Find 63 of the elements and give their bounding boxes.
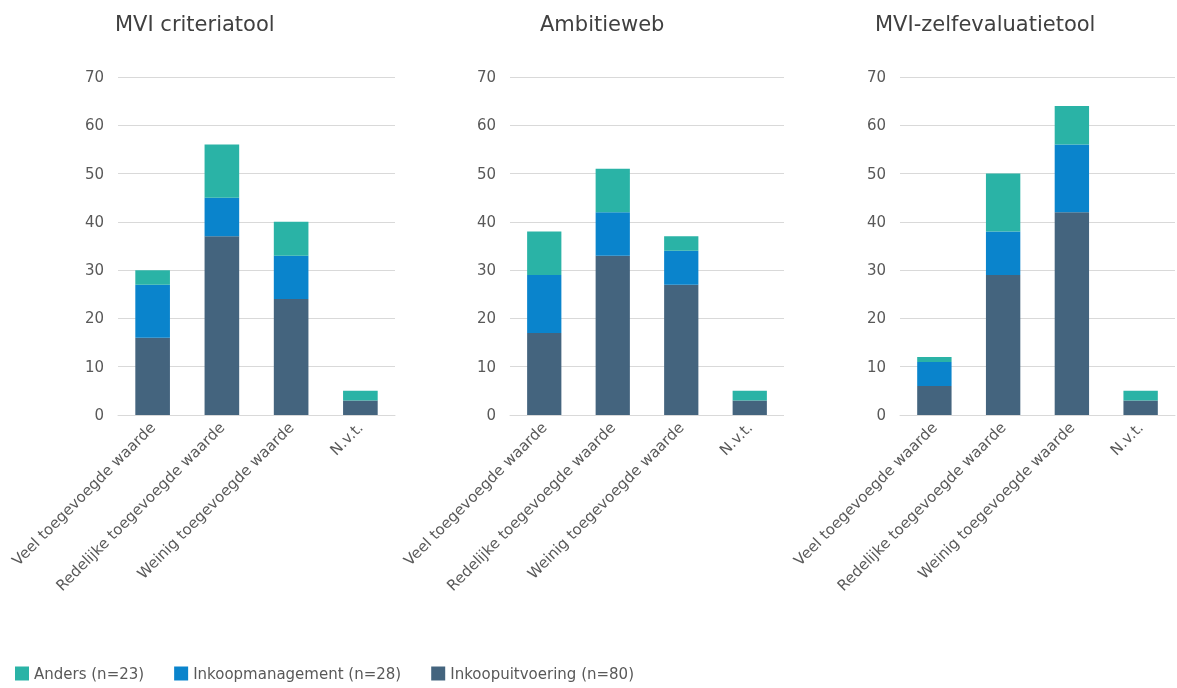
- bar: [273, 221, 309, 256]
- y-tick-label: 10: [84, 357, 104, 376]
- bar: [204, 144, 240, 198]
- y-tick-label: 10: [866, 357, 886, 376]
- y-tick-label: 30: [866, 261, 886, 280]
- y-tick-label: 70: [866, 68, 886, 86]
- y-tick-label: 70: [84, 68, 104, 86]
- y-tick-label: 50: [866, 164, 886, 183]
- bar: [595, 212, 630, 256]
- bar: [135, 284, 170, 338]
- bar: [917, 357, 952, 362]
- bar: [917, 386, 952, 415]
- y-tick-label: 20: [476, 309, 496, 328]
- bar: [664, 236, 699, 251]
- bar: [527, 332, 562, 415]
- chart-title: Ambitieweb: [540, 11, 665, 36]
- y-tick-label: 70: [476, 68, 496, 86]
- y-tick-label: 50: [84, 164, 104, 183]
- y-tick-label: 20: [84, 309, 104, 328]
- bar: [273, 255, 309, 300]
- bar: [135, 270, 170, 285]
- bar: [1054, 212, 1090, 415]
- y-tick-label: 60: [84, 116, 104, 135]
- y-tick-label: 40: [476, 212, 496, 231]
- y-tick-label: 40: [866, 212, 886, 231]
- y-tick-label: 0: [876, 406, 886, 424]
- bar: [664, 250, 699, 285]
- bar: [135, 337, 170, 415]
- bar: [343, 390, 378, 401]
- bar: [917, 361, 952, 387]
- bar: [985, 231, 1021, 275]
- bar: [204, 197, 240, 237]
- bar: [527, 274, 562, 333]
- bar: [595, 255, 630, 415]
- y-tick-label: 60: [866, 116, 886, 135]
- y-tick-label: 30: [476, 261, 496, 280]
- bar: [1054, 105, 1090, 145]
- y-tick-label: 40: [84, 212, 104, 231]
- y-tick-label: 20: [866, 309, 886, 328]
- y-tick-label: 60: [476, 116, 496, 135]
- legend-label: Inkoopuitvoering (n=80): [450, 664, 634, 683]
- bar: [595, 168, 630, 213]
- legend-label: Anders (n=23): [34, 664, 145, 683]
- bar: [664, 284, 699, 415]
- bar: [527, 231, 562, 275]
- bar: [732, 390, 767, 401]
- y-tick-label: 0: [94, 406, 104, 424]
- bar: [985, 173, 1021, 232]
- chart-title: MVI criteriatool: [115, 11, 275, 36]
- legend-label: Inkoopmanagement (n=28): [193, 664, 402, 683]
- bar: [732, 400, 767, 415]
- bar: [204, 236, 240, 415]
- bar: [1123, 400, 1158, 415]
- bar: [1054, 144, 1090, 213]
- bar: [1123, 390, 1158, 401]
- y-tick-label: 0: [486, 406, 496, 424]
- y-tick-label: 30: [84, 261, 104, 280]
- y-tick-label: 10: [476, 357, 496, 376]
- chart-title: MVI-zelfevaluatietool: [875, 11, 1096, 36]
- bar: [343, 400, 378, 415]
- bar: [273, 299, 309, 415]
- bar: [985, 274, 1021, 415]
- y-tick-label: 50: [476, 164, 496, 183]
